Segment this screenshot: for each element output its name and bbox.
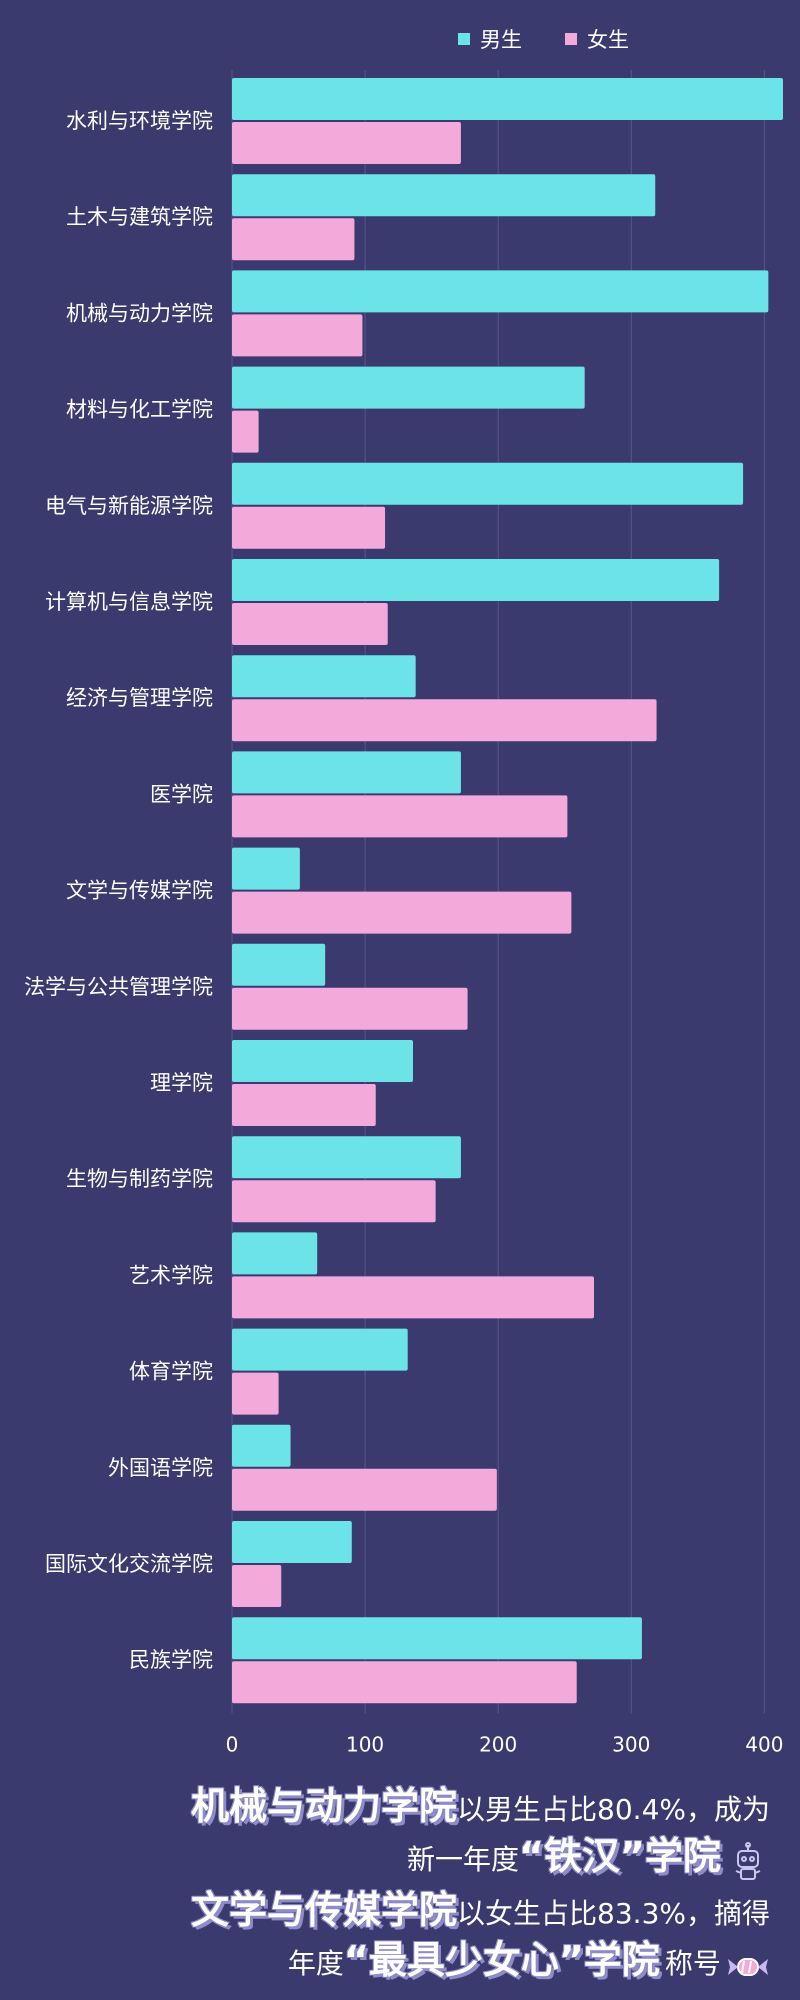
summary-highlight-title: “铁汉”学院: [518, 1834, 721, 1878]
bar-female: [232, 987, 468, 1030]
summary-highlight-title: “最具少女心”学院: [343, 1938, 660, 1982]
bar-female: [232, 314, 363, 357]
summary-line-4: 年度“最具少女心”学院 称号: [288, 1929, 770, 1987]
x-tick-label: 100: [346, 1732, 384, 1756]
bar-male: [232, 1521, 352, 1563]
bar-female: [232, 891, 572, 934]
candy-icon: [726, 1951, 770, 1987]
bar-female: [232, 1180, 436, 1223]
legend-swatch: [565, 33, 577, 45]
bar-male: [232, 1232, 318, 1275]
bar-male: [232, 78, 783, 120]
category-label: 材料与化工学院: [66, 398, 213, 422]
bar-male: [232, 655, 416, 698]
bar-female: [232, 410, 259, 453]
bar-female: [232, 218, 355, 261]
category-label: 外国语学院: [108, 1456, 213, 1480]
summary-text-part: 称号: [664, 1947, 721, 1980]
bar-male: [232, 366, 585, 409]
summary-line-2: 新一年度“铁汉”学院: [407, 1825, 770, 1889]
bar-female: [232, 122, 461, 164]
category-label: 医学院: [150, 782, 213, 806]
bar-male: [232, 1617, 642, 1660]
x-tick-label: 0: [226, 1732, 239, 1756]
bar-female: [232, 1084, 376, 1126]
category-label: 经济与管理学院: [66, 686, 213, 710]
bar-male: [232, 751, 461, 794]
summary-text-part: 以男生占比80.4%，成为: [457, 1793, 770, 1826]
summary-text-part: 新一年度: [406, 1843, 519, 1876]
chart-svg: 水利与环境学院土木与建筑学院机械与动力学院材料与化工学院电气与新能源学院计算机与…: [24, 28, 783, 1756]
bar-male: [232, 1424, 291, 1467]
category-label: 理学院: [150, 1071, 213, 1095]
bar-male: [232, 462, 744, 505]
bar-female: [232, 1468, 497, 1511]
bar-female: [232, 1661, 577, 1704]
category-label: 艺术学院: [129, 1263, 213, 1287]
summary-line-1: 机械与动力学院以男生占比80.4%，成为: [191, 1775, 770, 1830]
bar-male: [232, 559, 720, 601]
bar-female: [232, 506, 386, 549]
bar-female: [232, 699, 657, 742]
category-label: 土木与建筑学院: [66, 205, 213, 229]
x-tick-label: 200: [479, 1732, 517, 1756]
bar-male: [232, 270, 769, 313]
summary-highlight-college: 文学与传媒学院: [191, 1888, 458, 1932]
category-label: 计算机与信息学院: [45, 590, 213, 614]
category-label: 生物与制药学院: [66, 1167, 213, 1191]
summary-text-part: 以女生占比83.3%，摘得: [457, 1897, 770, 1930]
bar-female: [232, 1565, 282, 1607]
bar-female: [232, 603, 388, 645]
bar-male: [232, 1136, 461, 1179]
category-label: 文学与传媒学院: [66, 879, 213, 903]
summary-highlight-college: 机械与动力学院: [191, 1784, 458, 1828]
legend-label: 男生: [480, 28, 522, 52]
category-label: 水利与环境学院: [66, 109, 213, 133]
summary-text-part: 年度: [287, 1947, 344, 1980]
bar-male: [232, 1328, 408, 1371]
legend-swatch: [458, 33, 470, 45]
bar-male: [232, 943, 326, 986]
summary-line-3: 文学与传媒学院以女生占比83.3%，摘得: [191, 1879, 770, 1934]
legend-label: 女生: [587, 28, 629, 52]
category-label: 机械与动力学院: [66, 301, 213, 325]
category-label: 体育学院: [129, 1360, 213, 1384]
bar-male: [232, 847, 300, 890]
x-tick-label: 300: [612, 1732, 650, 1756]
category-label: 国际文化交流学院: [45, 1552, 213, 1576]
bar-male: [232, 1040, 414, 1082]
bar-female: [232, 795, 568, 838]
bar-female: [232, 1372, 279, 1415]
bar-chart: 水利与环境学院 土木与建筑学院 机械与动力学院 材料与化工学院电气与新能源学院 计算机与…: [24, 28, 783, 1756]
bar-female: [232, 1276, 595, 1319]
robot-icon: [726, 1841, 770, 1889]
bar-male: [232, 174, 656, 217]
category-label: 电气与新能源学院: [45, 494, 213, 518]
x-tick-label: 400: [745, 1732, 783, 1756]
category-label: 民族学院: [129, 1648, 213, 1672]
category-label: 法学与公共管理学院: [24, 975, 213, 999]
